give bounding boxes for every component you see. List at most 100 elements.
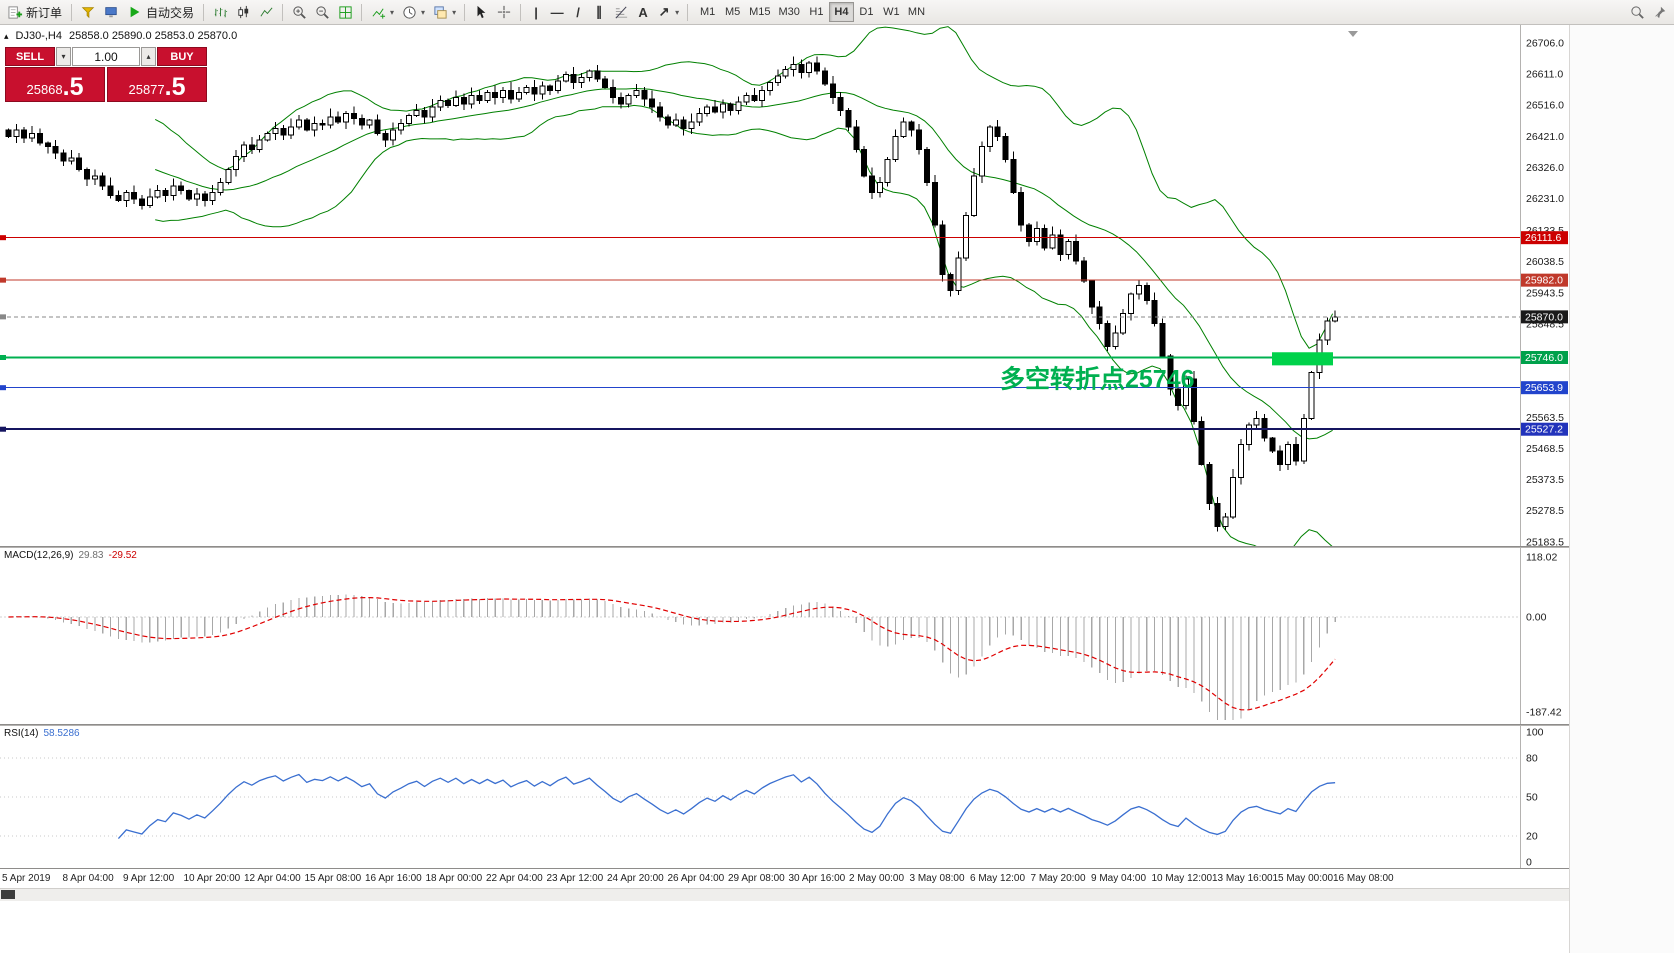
data-window-button[interactable] (100, 2, 122, 23)
vertical-line-button[interactable]: | (526, 2, 546, 23)
time-axis-label: 26 Apr 04:00 (667, 873, 725, 884)
rsi-panel[interactable]: 100 80 50 20 0 RSI(14) 58.5286 (0, 726, 1569, 869)
time-axis-label: 29 Apr 08:00 (728, 873, 785, 884)
line-anchor (0, 314, 6, 320)
scrollbar-handle[interactable] (1, 890, 15, 899)
vertical-line-icon: | (534, 4, 538, 20)
buy-button[interactable]: BUY (157, 47, 207, 66)
zoom-in-button[interactable] (288, 2, 310, 23)
annotation-text[interactable]: 多空转折点25746 (1000, 364, 1195, 393)
fibonacci-button[interactable] (610, 2, 632, 23)
right-empty-area (1569, 25, 1674, 953)
pin-icon (1652, 4, 1668, 20)
volume-input[interactable] (72, 47, 140, 66)
candlestick-chart-button[interactable] (232, 2, 254, 23)
cursor-button[interactable] (470, 2, 492, 23)
sell-price-main: 25868 (26, 82, 63, 97)
timeframe-mn-button[interactable]: MN (904, 2, 929, 22)
macd-histogram (15, 594, 1336, 720)
timeframe-d1-button[interactable]: D1 (854, 2, 879, 22)
trendline-icon: / (576, 4, 580, 20)
bar-chart-button[interactable] (209, 2, 231, 23)
buy-price-frac: .5 (164, 73, 186, 101)
price-tag (1521, 422, 1568, 436)
sell-price-button[interactable]: 25868.5 (5, 67, 105, 102)
price-tag-label: 26111.6 (1525, 232, 1562, 244)
macd-signal-value: -29.52 (108, 550, 137, 561)
one-click-trading-panel: SELL ▾ ▴ BUY 25868.5 25877.5 (5, 47, 207, 102)
macd-axis-label: 118.02 (1526, 552, 1557, 564)
horizontal-line-icon: — (550, 4, 564, 20)
timeframe-m15-button[interactable]: M15 (745, 2, 774, 22)
price-axis-label: 25943.5 (1526, 287, 1564, 299)
timeframe-m1-button[interactable]: M1 (695, 2, 720, 22)
timeframe-m5-button[interactable]: M5 (720, 2, 745, 22)
buy-price-button[interactable]: 25877.5 (107, 67, 207, 102)
horizontal-line-button[interactable]: — (547, 2, 567, 23)
rsi-label: RSI(14) 58.5286 (4, 728, 80, 739)
magnifier-button[interactable] (1626, 2, 1648, 23)
time-axis-label: 13 May 16:00 (1212, 873, 1273, 884)
tile-windows-button[interactable] (334, 2, 356, 23)
chart-shift-marker[interactable] (1348, 31, 1358, 37)
chart-title: ▴ DJ30-,H4 25858.0 25890.0 25853.0 25870… (4, 30, 237, 42)
play-icon (127, 4, 143, 20)
rsi-axis-label: 20 (1526, 831, 1538, 843)
price-tag (1521, 231, 1568, 245)
timeframe-h1-button[interactable]: H1 (804, 2, 829, 22)
zoom-out-button[interactable] (311, 2, 333, 23)
channel-button[interactable]: ∥ (589, 2, 609, 23)
timeframe-h4-button[interactable]: H4 (828, 2, 854, 22)
price-chart-canvas[interactable]: 多空转折点25746 26706.0 26611.0 26516.0 26421.0 26… (0, 25, 1569, 557)
sell-button[interactable]: SELL (5, 47, 55, 66)
panel-splitter-1[interactable] (0, 546, 1569, 548)
rsi-axis-label: 100 (1526, 727, 1544, 739)
timeframe-toolbar: M1 M5 M15 M30 H1 H4 D1 W1 MN (695, 2, 929, 22)
line-chart-button[interactable] (255, 2, 277, 23)
price-tag (1521, 310, 1568, 324)
rsi-name: RSI(14) (4, 728, 39, 739)
macd-axis-label: -187.42 (1526, 707, 1562, 719)
auto-trading-button[interactable]: 自动交易 (123, 2, 198, 23)
price-axis-label: 25373.5 (1526, 474, 1564, 486)
text-tool-icon: A (638, 4, 648, 20)
price-axis-label: 26516.0 (1526, 100, 1564, 112)
timeframe-w1-button[interactable]: W1 (879, 2, 904, 22)
price-chart-panel[interactable]: 多空转折点25746 26706.0 26611.0 26516.0 26421.0 26… (0, 25, 1569, 557)
macd-canvas[interactable]: 118.02 0.00 -187.42 (0, 548, 1569, 724)
text-tool-button[interactable]: A (633, 2, 653, 23)
price-axis-label: 26611.0 (1526, 69, 1563, 81)
volume-increase-button[interactable]: ▴ (141, 47, 156, 66)
price-tag-label: 25527.2 (1525, 424, 1563, 436)
separator (282, 3, 284, 21)
price-tag (1521, 273, 1568, 287)
zoom-in-icon (291, 4, 307, 20)
arrow-tool-icon: ↗ (658, 4, 670, 19)
price-axis-label: 25278.5 (1526, 505, 1564, 517)
highlight-rectangle[interactable] (1272, 352, 1333, 366)
volume-decrease-button[interactable]: ▾ (56, 47, 71, 66)
macd-panel[interactable]: 118.02 0.00 -187.42 MACD(12,26,9) 29.83 -29.… (0, 548, 1569, 724)
panel-splitter-2[interactable] (0, 724, 1569, 726)
market-watch-button[interactable] (77, 2, 99, 23)
line-anchor (0, 277, 6, 283)
time-axis-label: 5 Apr 2019 (2, 873, 51, 884)
timeframe-m30-button[interactable]: M30 (775, 2, 804, 22)
bar-chart-icon (212, 4, 228, 20)
indicators-button[interactable]: ▾ (367, 2, 397, 23)
new-order-button[interactable]: 新订单 (3, 2, 66, 23)
crosshair-button[interactable] (493, 2, 515, 23)
templates-button[interactable]: ▾ (429, 2, 459, 23)
rsi-axis-label: 80 (1526, 753, 1538, 765)
horizontal-scrollbar[interactable] (0, 888, 1569, 901)
time-axis-label: 6 May 12:00 (970, 873, 1026, 884)
funnel-icon (80, 4, 96, 20)
trendline-button[interactable]: / (568, 2, 588, 23)
periods-button[interactable]: ▾ (398, 2, 428, 23)
price-axis-label: 26326.0 (1526, 162, 1564, 174)
template-icon (432, 4, 448, 20)
arrows-tool-button[interactable]: ↗ ▾ (654, 2, 682, 23)
pin-button[interactable] (1649, 2, 1671, 23)
rsi-canvas[interactable]: 100 80 50 20 0 (0, 726, 1569, 869)
